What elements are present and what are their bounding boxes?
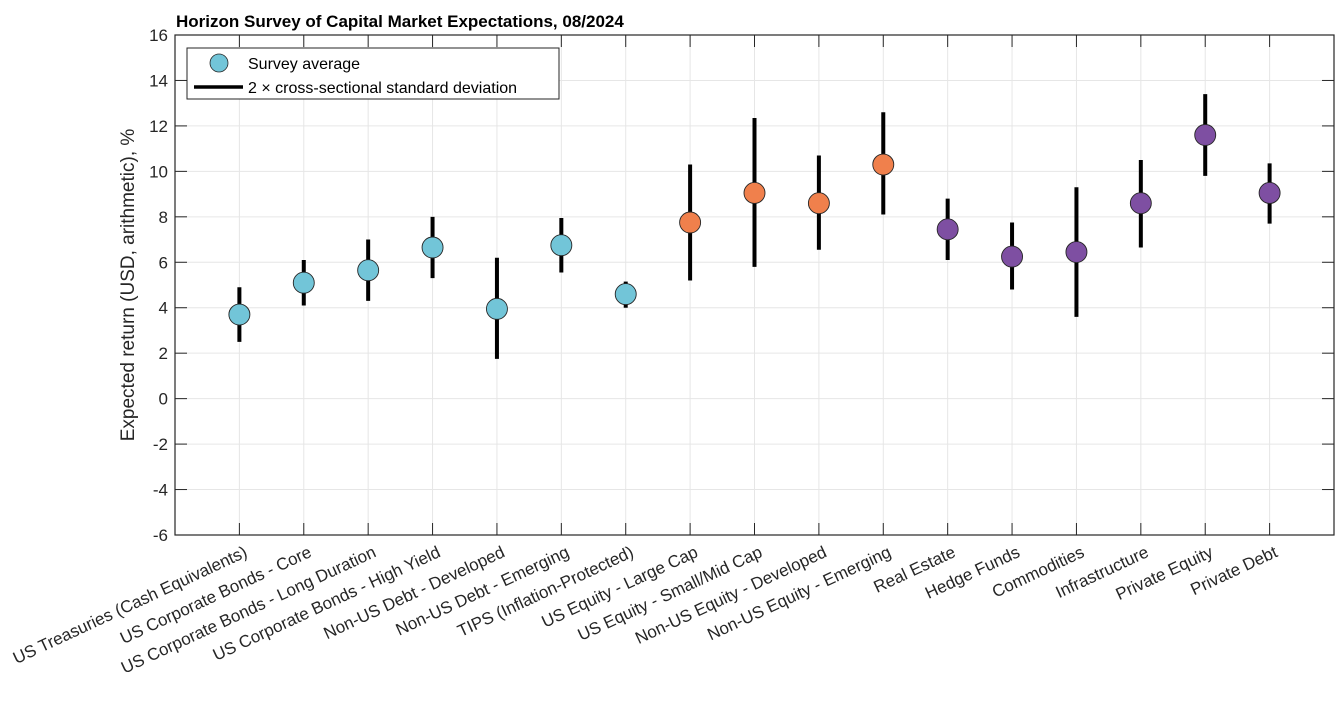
survey-average-marker	[1258, 182, 1281, 204]
legend-marker-icon	[209, 53, 229, 73]
survey-average-marker	[228, 303, 251, 326]
y-tick-label: -4	[153, 481, 168, 500]
y-tick-label: 6	[159, 253, 168, 272]
y-tick-label: 12	[149, 117, 168, 136]
y-axis-ticks: -6 -4 -2 0 2 4 6 8 10 12 14 16	[149, 26, 1334, 545]
survey-average-marker	[872, 153, 895, 176]
y-tick-label: 8	[159, 208, 168, 227]
grid	[175, 35, 1334, 535]
survey-average-marker	[421, 236, 444, 259]
y-tick-label: 10	[149, 162, 168, 181]
survey-average-marker	[485, 297, 508, 320]
survey-average-marker	[1001, 245, 1024, 268]
y-tick-label: -2	[153, 435, 168, 454]
survey-average-marker	[614, 283, 637, 306]
y-tick-label: -6	[153, 526, 168, 545]
legend-label-survey-average: Survey average	[248, 56, 360, 73]
survey-average-marker	[743, 182, 766, 204]
survey-average-marker	[1194, 124, 1217, 146]
x-tick-label: US Corporate Bonds - Long Duration	[118, 542, 379, 677]
y-tick-label: 2	[159, 344, 168, 363]
survey-average-marker	[357, 259, 380, 282]
y-tick-label: 16	[149, 26, 168, 45]
survey-average-marker	[550, 234, 573, 257]
survey-average-marker	[292, 271, 315, 294]
legend-label-std-dev: 2 × cross-sectional standard deviation	[248, 80, 517, 97]
y-tick-label: 0	[159, 390, 168, 409]
legend-box	[186, 47, 560, 100]
markers	[228, 124, 1281, 326]
x-axis-ticks: US Treasuries (Cash Equivalents)US Corpo…	[10, 35, 1281, 677]
survey-average-marker	[679, 211, 702, 234]
survey-average-marker	[1129, 192, 1152, 215]
survey-average-marker	[936, 218, 959, 241]
y-axis-label: Expected return (USD, arithmetic), %	[118, 129, 139, 442]
chart-title: Horizon Survey of Capital Market Expecta…	[176, 12, 624, 31]
y-tick-label: 14	[149, 71, 168, 90]
survey-average-marker	[807, 192, 830, 215]
legend: Survey average 2 × cross-sectional stand…	[186, 47, 560, 100]
survey-average-marker	[1065, 241, 1088, 263]
y-tick-label: 4	[159, 299, 168, 318]
